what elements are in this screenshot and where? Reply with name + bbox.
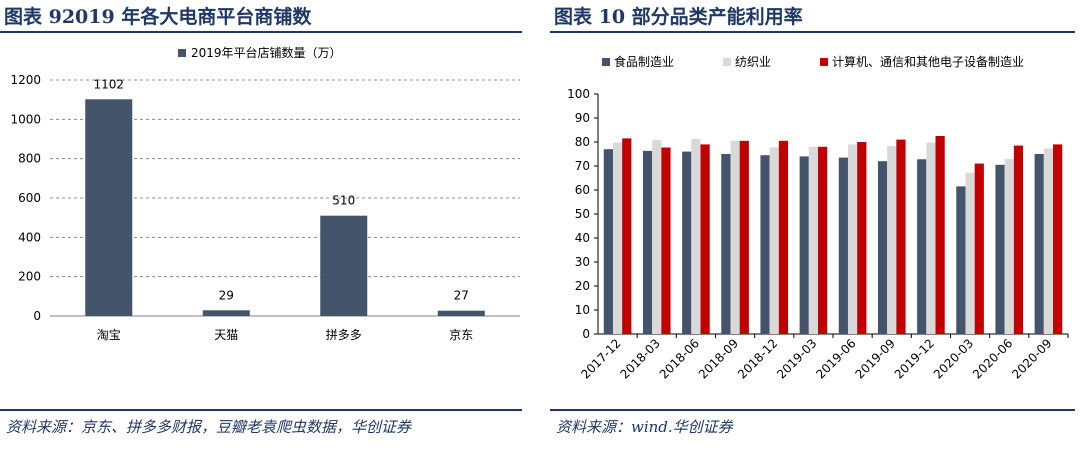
bar bbox=[818, 146, 828, 334]
bar bbox=[437, 310, 485, 316]
right-grouped-bar-chart: 食品制造业 纺织业 计算机、通信和其他电子设备制造业 0 10 20 30 40 50 60 70 8… bbox=[567, 54, 1069, 382]
left-footer-rule bbox=[0, 409, 522, 411]
bar bbox=[682, 151, 692, 334]
y-tick-label: 0 bbox=[33, 309, 41, 323]
right-chart-title: 图表 10 部分品类产能利用率 bbox=[554, 6, 803, 28]
y-tick-label: 10 bbox=[575, 303, 590, 317]
legend-swatch bbox=[723, 58, 731, 66]
legend-swatch bbox=[178, 49, 186, 57]
data-label: 29 bbox=[219, 288, 234, 302]
y-tick-label: 200 bbox=[18, 270, 41, 284]
bar bbox=[808, 146, 819, 334]
bar bbox=[974, 163, 984, 334]
data-label: 510 bbox=[332, 194, 355, 208]
bar bbox=[956, 186, 966, 334]
right-source-note: 资料来源：wind.华创证券 bbox=[556, 418, 733, 436]
x-tick-label: 天猫 bbox=[214, 328, 238, 342]
bar bbox=[799, 156, 809, 334]
x-tick-label: 2020-06 bbox=[970, 336, 1015, 381]
bar bbox=[612, 142, 623, 334]
right-title-rule bbox=[550, 31, 1075, 33]
legend-swatch bbox=[602, 58, 610, 66]
y-tick-label: 400 bbox=[18, 230, 41, 244]
x-tick-label: 2019-09 bbox=[853, 336, 898, 381]
bar bbox=[1034, 154, 1044, 334]
bar bbox=[1053, 144, 1063, 334]
legend-label: 计算机、通信和其他电子设备制造业 bbox=[832, 54, 1024, 69]
bar bbox=[877, 161, 888, 334]
bar bbox=[965, 172, 975, 334]
x-tick-label: 2019-12 bbox=[892, 336, 937, 381]
bar bbox=[778, 140, 789, 334]
bar bbox=[1043, 148, 1054, 334]
x-tick-label: 2018-03 bbox=[618, 336, 663, 381]
bar bbox=[661, 147, 671, 334]
y-tick-label: 600 bbox=[18, 191, 41, 205]
legend-label: 食品制造业 bbox=[614, 54, 674, 69]
bar bbox=[769, 147, 779, 334]
data-label: 1102 bbox=[93, 77, 124, 91]
right-footer-rule bbox=[550, 409, 1075, 411]
bar bbox=[739, 140, 749, 334]
x-tick-label: 2017-12 bbox=[578, 336, 623, 381]
bar bbox=[760, 155, 770, 334]
x-tick-label: 京东 bbox=[449, 328, 473, 342]
y-tick-label: 0 bbox=[582, 327, 590, 341]
bar bbox=[603, 149, 613, 334]
left-source-note: 资料来源：京东、拼多多财报，豆瓣老袁爬虫数据，华创证券 bbox=[6, 418, 412, 436]
y-tick-label: 100 bbox=[567, 87, 590, 101]
bar bbox=[1004, 159, 1014, 334]
bar bbox=[896, 139, 906, 334]
x-tick-label: 2018-12 bbox=[735, 336, 780, 381]
y-tick-label: 60 bbox=[575, 183, 590, 197]
y-tick-label: 40 bbox=[575, 231, 590, 245]
y-tick-label: 800 bbox=[18, 152, 41, 166]
legend-label: 2019年平台店铺数量（万） bbox=[191, 45, 342, 60]
left-bar-chart: 2019年平台店铺数量（万） 0 200 400 600 800 1000 1200 1102 淘… bbox=[10, 45, 520, 342]
bar bbox=[721, 154, 731, 334]
x-tick-label: 拼多多 bbox=[326, 328, 362, 342]
y-tick-label: 50 bbox=[575, 207, 590, 221]
bar bbox=[935, 136, 945, 334]
x-tick-label: 2020-09 bbox=[1009, 336, 1054, 381]
right-panel: 图表 10 部分品类产能利用率 食品制造业 纺织业 计算机、通信和其他电子设备制造业… bbox=[550, 0, 1080, 455]
x-tick-label: 淘宝 bbox=[97, 328, 121, 342]
bar bbox=[622, 138, 632, 334]
y-tick-label: 80 bbox=[575, 135, 590, 149]
y-tick-label: 1000 bbox=[10, 112, 41, 126]
y-tick-label: 70 bbox=[575, 159, 590, 173]
bar bbox=[1013, 145, 1024, 334]
bar bbox=[917, 159, 927, 334]
bar bbox=[838, 157, 848, 334]
left-panel: 图表 92019 年各大电商平台商铺数 2019年平台店铺数量（万） 0 200 40… bbox=[0, 0, 528, 455]
x-tick-label: 2019-03 bbox=[774, 336, 819, 381]
bar bbox=[320, 215, 368, 316]
bar bbox=[847, 144, 858, 334]
bar bbox=[85, 99, 133, 316]
y-tick-label: 1200 bbox=[10, 73, 41, 87]
bar bbox=[926, 142, 936, 334]
bar bbox=[857, 142, 867, 334]
bar bbox=[202, 310, 250, 316]
bar bbox=[700, 144, 710, 334]
bar bbox=[995, 164, 1005, 334]
bar bbox=[887, 146, 897, 334]
data-label: 27 bbox=[454, 289, 469, 303]
y-tick-label: 30 bbox=[575, 255, 590, 269]
legend-label: 纺织业 bbox=[735, 55, 771, 69]
y-tick-label: 20 bbox=[575, 279, 590, 293]
x-tick-label: 2018-09 bbox=[696, 336, 741, 381]
bar bbox=[691, 138, 701, 334]
bar bbox=[642, 150, 653, 334]
bar bbox=[730, 140, 740, 334]
x-tick-label: 2019-06 bbox=[813, 336, 858, 381]
x-tick-label: 2020-03 bbox=[931, 336, 976, 381]
left-title-rule bbox=[0, 31, 522, 33]
y-tick-label: 90 bbox=[575, 111, 590, 125]
x-tick-label: 2018-06 bbox=[657, 336, 702, 381]
bar bbox=[652, 140, 662, 334]
left-chart-title: 图表 92019 年各大电商平台商铺数 bbox=[4, 6, 312, 28]
legend-swatch bbox=[820, 58, 828, 66]
